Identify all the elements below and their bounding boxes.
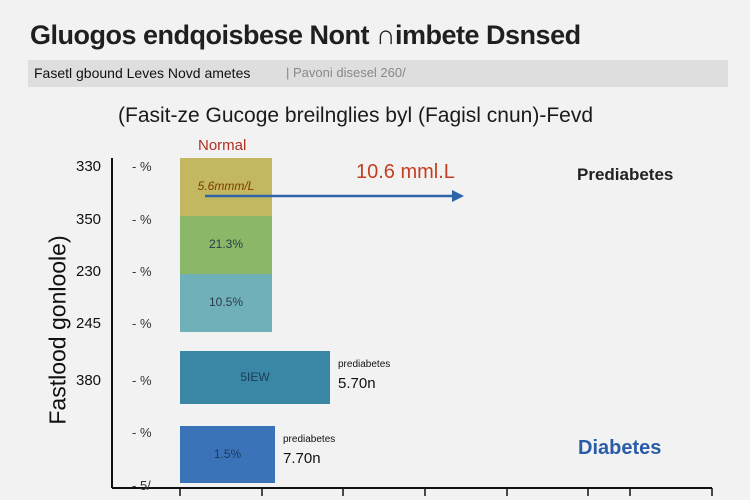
bar bbox=[180, 426, 275, 483]
y-tick-pct: - % bbox=[132, 212, 152, 227]
bar-label: 5IEW bbox=[240, 369, 270, 384]
stack-segment-label: 21.3% bbox=[208, 237, 244, 251]
y-tick-pct: - % bbox=[132, 373, 152, 388]
normal-label: Normal bbox=[198, 137, 247, 154]
y-tick-pct: - % bbox=[132, 264, 152, 279]
stack-segment bbox=[180, 274, 272, 332]
y-tick-pct: - 5/ bbox=[132, 478, 151, 493]
bar-side-label: prediabetes bbox=[338, 359, 391, 370]
bar-side-value: 7.70n bbox=[283, 450, 321, 467]
y-tick-pct: - % bbox=[132, 425, 152, 440]
page-title: Gluogos endqoisbese Nont ∩imbete Dsnsed bbox=[30, 20, 581, 50]
category-prediabetes: Prediabetes bbox=[577, 165, 674, 184]
subtitle-main: Fasetl gbound Leves Novd ametes bbox=[34, 65, 251, 81]
bar-label: 1.5% bbox=[213, 446, 242, 461]
annotation-value: 10.6 mml.L bbox=[356, 161, 455, 183]
y-tick-label: 330 bbox=[76, 158, 102, 175]
bar-side-label: prediabetes bbox=[283, 434, 336, 445]
y-tick-label: 380 bbox=[76, 372, 102, 389]
stack-segment bbox=[180, 216, 272, 274]
chart-title: (Fasit-ze Gucoge breilnglies byl (Fagisl… bbox=[118, 104, 594, 127]
y-tick-label: 245 bbox=[76, 315, 102, 332]
y-tick-label: 230 bbox=[76, 263, 102, 280]
category-diabetes: Diabetes bbox=[578, 437, 662, 459]
stack-segment-label: 10.5% bbox=[208, 295, 244, 309]
y-tick-label: 350 bbox=[76, 211, 102, 228]
stack-segment bbox=[180, 158, 272, 216]
subtitle-bar: Fasetl gbound Leves Novd ametes | Pavoni… bbox=[28, 60, 728, 87]
y-tick-pct: - % bbox=[132, 316, 152, 331]
y-tick-pct: - % bbox=[132, 159, 152, 174]
bar bbox=[180, 351, 330, 404]
bar-side-value: 5.70n bbox=[338, 375, 376, 392]
subtitle-aux: | Pavoni disesel 260/ bbox=[286, 65, 406, 80]
stack-segment-label: 5.6mmm/L bbox=[197, 179, 255, 193]
